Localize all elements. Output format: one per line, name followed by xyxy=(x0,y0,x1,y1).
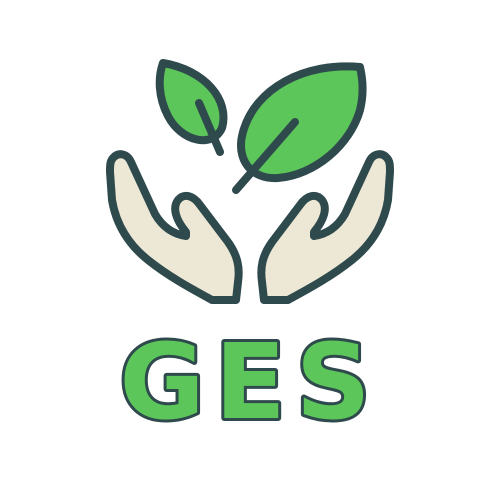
large-leaf-icon xyxy=(232,62,367,194)
logo-text: GES xyxy=(119,321,380,430)
small-leaf-icon xyxy=(155,59,228,156)
left-hand-icon xyxy=(106,150,243,304)
right-hand-icon xyxy=(257,150,394,304)
logo-wordmark: GES xyxy=(116,320,380,430)
